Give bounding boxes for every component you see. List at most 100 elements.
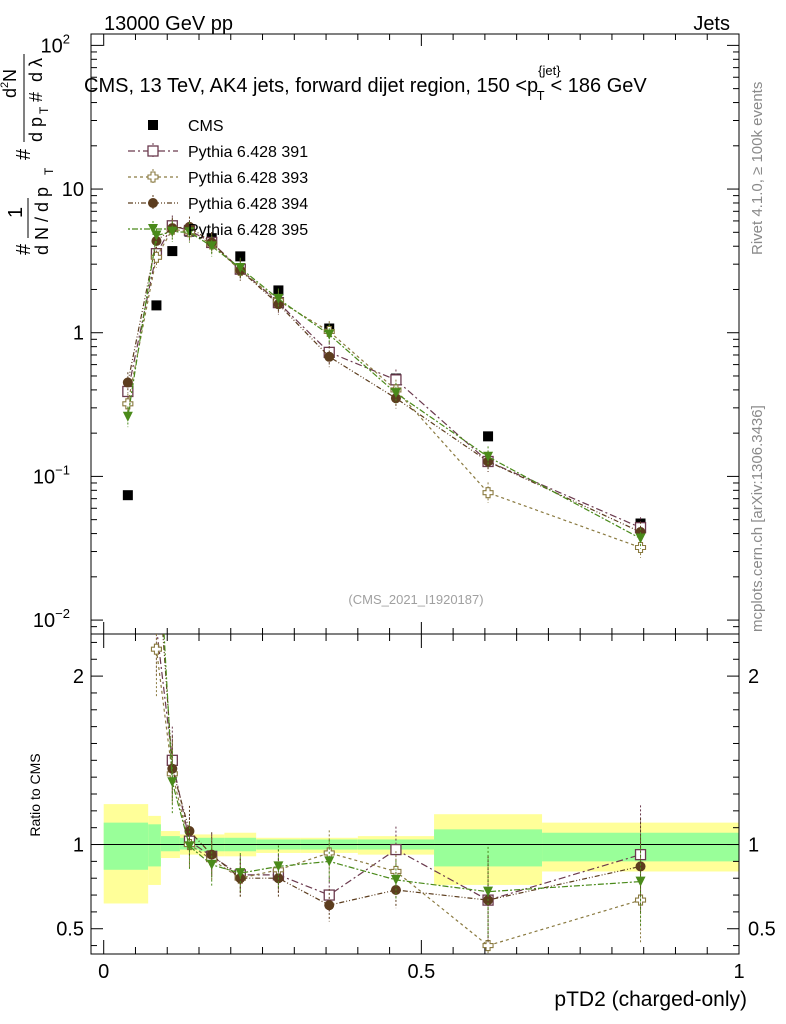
main-point-p393 [150, 251, 162, 263]
legend-label-p393: Pythia 6.428 393 [188, 170, 308, 187]
mcplots-label: mcplots.cern.ch [arXiv:1306.3436] [749, 405, 766, 632]
main-point-p394 [273, 299, 284, 310]
legend: CMS Pythia 6.428 391 Pythia 6.428 393 Pythi… [128, 118, 308, 239]
ratio-point-p395 [483, 886, 494, 897]
ratio-plot: 0.5 0.51 12 20 0.5 1 [56, 493, 776, 983]
legend-marker-cms [148, 120, 158, 130]
legend-marker-p393 [147, 171, 159, 183]
ratio-xtick-label: 0.5 [407, 961, 435, 983]
svg-text:d p: d p [26, 117, 46, 142]
main-ytick-label: 1 [73, 323, 84, 345]
legend-label-p395: Pythia 6.428 395 [188, 222, 308, 239]
ratio-point-p395 [167, 777, 178, 788]
main-point-p395 [122, 411, 133, 422]
ratio-point-p391 [151, 622, 161, 632]
legend-label-p394: Pythia 6.428 394 [188, 196, 308, 213]
main-line-p393 [127, 228, 641, 549]
main-point-cms [122, 490, 133, 501]
ratio-point-p395 [273, 861, 284, 872]
ratio-point-p395 [184, 841, 195, 852]
main-point-p394 [324, 351, 335, 362]
ratio-ylabel: Ratio to CMS [27, 753, 43, 836]
ratio-ytick-label: 2 [73, 666, 84, 688]
main-point-cms [167, 246, 178, 257]
main-point-p394 [122, 377, 133, 388]
main-point-p395 [635, 533, 646, 544]
main-point-p395 [235, 263, 246, 274]
svg-text:d λ: d λ [26, 58, 46, 82]
svg-text:#: # [13, 148, 35, 160]
main-ylabel: # 1 d N / d p T # d 2 N d p T # d λ [0, 54, 56, 255]
ratio-point-p393 [482, 940, 494, 952]
svg-text:d: d [0, 88, 20, 98]
svg-text:1: 1 [5, 207, 27, 218]
legend-marker-p391 [147, 145, 159, 157]
svg-text:d N / d p: d N / d p [32, 187, 52, 255]
main-line-p391 [127, 225, 641, 529]
legend-label-p391: Pythia 6.428 391 [188, 144, 308, 161]
header-right: Jets [693, 13, 730, 35]
main-point-p394 [390, 393, 401, 404]
main-point-p395 [273, 293, 284, 304]
band-inner [103, 822, 149, 870]
main-ytick-label: 102 [41, 31, 70, 57]
rivet-label: Rivet 4.1.0, ≥ 100k events [749, 82, 766, 255]
main-point-p395 [483, 451, 494, 462]
ratio-line-p393 [155, 649, 641, 947]
svg-text:T: T [42, 167, 56, 175]
main-ytick-label: 10−2 [33, 606, 70, 632]
ratio-ytick-label-right: 2 [748, 666, 759, 688]
header-left: 13000 GeV pp [104, 13, 233, 35]
ratio-point-p394 [324, 900, 335, 911]
ratio-xtick-label: 1 [733, 961, 744, 983]
ratio-xtick-label: 0 [98, 961, 109, 983]
band-inner [148, 824, 161, 867]
svg-text:T: T [37, 106, 51, 114]
ratio-ytick-label-right: 0.5 [748, 919, 776, 941]
main-point-p395 [206, 241, 217, 252]
ratio-ytick-label: 0.5 [56, 919, 84, 941]
main-point-p395 [390, 388, 401, 399]
main-point-p395 [151, 230, 162, 241]
ratio-point-p394 [635, 861, 646, 872]
main-point-p393 [482, 487, 494, 499]
ratio-point-p395 [635, 876, 646, 887]
legend-label-cms: CMS [188, 118, 224, 135]
ratio-point-p395 [151, 493, 161, 503]
ratio-point-p395 [390, 874, 401, 885]
ratio-ytick-label-right: 1 [748, 835, 759, 857]
band-inner [160, 836, 180, 852]
svg-text:#: # [26, 92, 46, 102]
main-line-p395 [127, 231, 641, 539]
ratio-point-p394 [151, 536, 161, 546]
ratio-point-p395 [235, 868, 246, 879]
main-ytick-label: 10 [62, 179, 84, 201]
main-point-p393 [122, 398, 134, 410]
ratio-point-p395 [206, 859, 217, 870]
ratio-point-p393 [150, 643, 162, 655]
legend-marker-p394 [148, 198, 158, 208]
main-point-p394 [151, 235, 162, 246]
watermark: (CMS_2021_I1920187) [348, 592, 483, 607]
main-plot: (CMS_2021_I1920187) CMS, 13 TeV, AK4 jet… [33, 31, 740, 635]
ratio-xlabel: pTD2 (charged-only) [554, 988, 747, 1011]
ratio-plot-frame [90, 633, 740, 955]
main-point-cms [151, 300, 162, 311]
legend-marker-p395 [148, 224, 158, 234]
main-point-p393 [634, 541, 647, 554]
main-point-p395 [324, 329, 335, 340]
main-ytick-label: 10−1 [33, 462, 70, 488]
ratio-point-p391 [390, 843, 402, 856]
ratio-line-p394 [162, 634, 641, 906]
ratio-line-p395 [163, 634, 641, 893]
main-point-p395 [184, 227, 195, 238]
main-title: CMS, 13 TeV, AK4 jets, forward dijet reg… [84, 63, 647, 103]
main-point-cms [483, 431, 494, 442]
svg-text:#: # [13, 243, 35, 255]
svg-text:2: 2 [0, 82, 11, 88]
ratio-point-p395 [324, 856, 335, 867]
ratio-ytick-label: 1 [73, 835, 84, 857]
main-point-cms [235, 251, 246, 262]
svg-text:N: N [0, 69, 20, 82]
